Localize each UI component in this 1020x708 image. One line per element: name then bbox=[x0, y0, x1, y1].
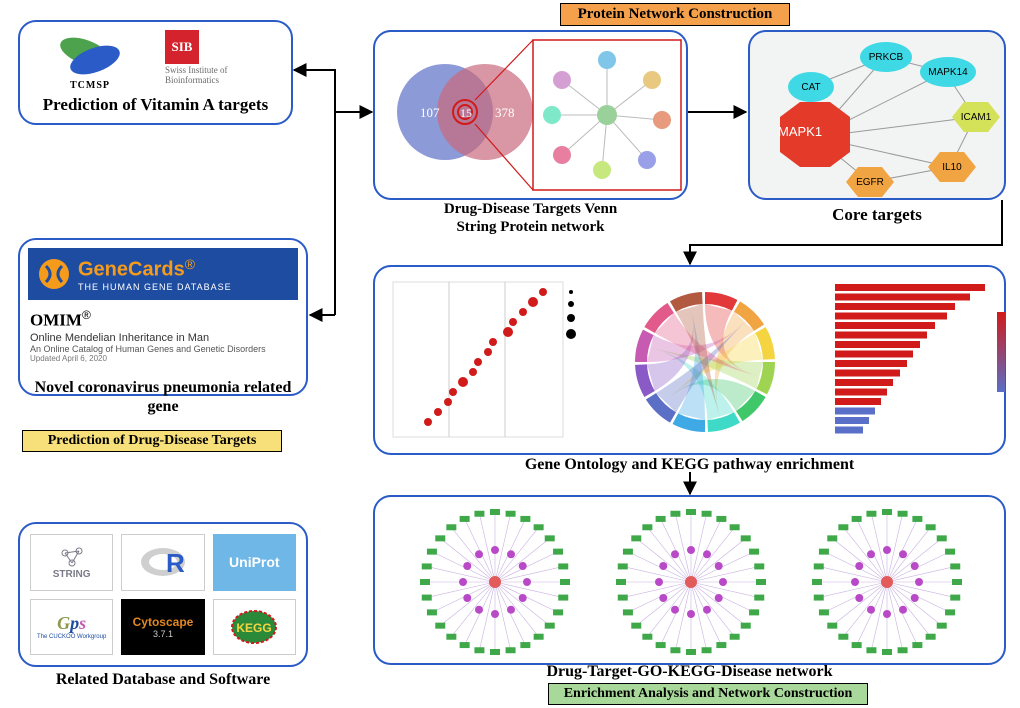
genecards-banner: GeneCards® THE HUMAN GENE DATABASE bbox=[28, 248, 298, 300]
panel-databases: STRING R UniProt Gps The CUCKOO Workgrou… bbox=[18, 522, 308, 667]
caption-vitamin-a: Prediction of Vitamin A targets bbox=[18, 95, 293, 115]
tag-protein-network: Protein Network Construction bbox=[560, 3, 790, 26]
caption-go-kegg: Gene Ontology and KEGG pathway enrichmen… bbox=[373, 455, 1006, 474]
svg-text:R: R bbox=[166, 548, 185, 578]
tag-enrichment: Enrichment Analysis and Network Construc… bbox=[548, 683, 868, 705]
tcmsp-logo: TCMSP bbox=[50, 30, 130, 85]
panel-core-targets: MAPK1 CAT PRKCB MAPK14 ICAM1 IL10 EGFR bbox=[748, 30, 1006, 200]
panel-genecards: GeneCards® THE HUMAN GENE DATABASE OMIM®… bbox=[18, 238, 308, 396]
caption-core-targets: Core targets bbox=[748, 205, 1006, 225]
caption-venn: Drug-Disease Targets Venn String Protein… bbox=[373, 200, 688, 236]
logo-uniprot: UniProt bbox=[213, 534, 296, 591]
logo-r: R bbox=[121, 534, 204, 591]
tag-prediction-drug-disease: Prediction of Drug-Disease Targets bbox=[22, 430, 282, 452]
caption-final-network: Drug-Target-GO-KEGG-Disease network bbox=[373, 662, 1006, 681]
node-cat: CAT bbox=[788, 72, 834, 102]
logo-cytoscape: Cytoscape 3.7.1 bbox=[121, 599, 204, 656]
panel-venn: 107 15 378 bbox=[373, 30, 688, 200]
caption-databases: Related Database and Software bbox=[18, 670, 308, 689]
logo-string: STRING bbox=[30, 534, 113, 591]
sib-logo: SIB Swiss Institute of Bioinformatics bbox=[165, 30, 260, 90]
svg-text:KEGG: KEGG bbox=[237, 621, 272, 635]
tcmsp-label: TCMSP bbox=[50, 80, 130, 91]
node-mapk1: MAPK1 bbox=[778, 124, 822, 139]
node-mapk14: MAPK14 bbox=[920, 57, 976, 87]
svg-text:378: 378 bbox=[495, 105, 515, 120]
logo-gps: Gps The CUCKOO Workgroup bbox=[30, 599, 113, 656]
logo-kegg: KEGG bbox=[213, 599, 296, 656]
svg-text:15: 15 bbox=[460, 106, 472, 120]
caption-genecards: Novel coronavirus pneumonia related gene bbox=[18, 378, 308, 416]
node-prkcb: PRKCB bbox=[860, 42, 912, 72]
svg-text:107: 107 bbox=[420, 105, 440, 120]
panel-final-network bbox=[373, 495, 1006, 665]
panel-go-kegg bbox=[373, 265, 1006, 455]
